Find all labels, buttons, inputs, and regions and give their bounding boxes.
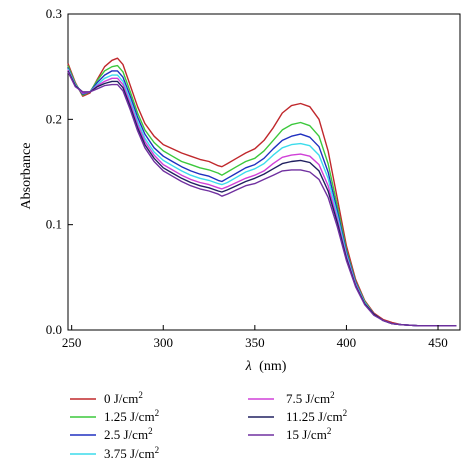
legend-label-sup: 2 [155,408,160,418]
x-tick-label: 400 [337,335,357,350]
legend-label: 2.5 J/cm2 [104,426,153,442]
legend-item-3: 2.5 J/cm2 [70,426,153,442]
x-axis-title-unit: (nm) [259,359,287,374]
series-line-7 [67,71,457,327]
y-axis: 0.0 0.1 0.2 0.3 [46,6,73,337]
legend-item-2: 1.25 J/cm2 [70,408,159,424]
legend-label-sup: 2 [343,408,348,418]
x-tick-label: 450 [428,335,448,350]
legend-label: 7.5 J/cm2 [286,390,335,406]
legend-item-5: 7.5 J/cm2 [248,390,335,406]
legend-label-value: 7.5 J/cm [286,391,330,406]
legend-label-sup: 2 [155,445,160,455]
legend-label: 15 J/cm2 [286,426,331,442]
series-line-4 [67,68,457,327]
y-tick-label: 0.0 [46,322,62,337]
x-axis-title: λ (nm) [245,359,287,374]
y-tick-label: 0.2 [46,111,62,126]
legend-label: 3.75 J/cm2 [104,445,159,461]
legend-label: 11.25 J/cm2 [286,408,347,424]
legend-label-value: 15 J/cm [286,427,327,442]
legend-label-value: 3.75 J/cm [104,446,155,461]
legend-item-6: 11.25 J/cm2 [248,408,347,424]
series-line-6 [67,70,457,327]
legend-item-7: 15 J/cm2 [248,426,331,442]
series-line-3 [67,67,457,327]
legend-label-sup: 2 [327,426,332,436]
legend-item-1: 0 J/cm2 [70,390,143,406]
x-axis: 250 300 350 400 450 [62,325,448,350]
x-axis-title-symbol: λ [245,359,252,374]
x-tick-label: 300 [154,335,174,350]
y-tick-label: 0.1 [46,217,62,232]
legend-label: 0 J/cm2 [104,390,143,406]
legend-item-4: 3.75 J/cm2 [70,445,159,461]
y-tick-label: 0.3 [46,6,62,21]
x-tick-label: 350 [245,335,265,350]
legend-label-value: 1.25 J/cm [104,409,155,424]
legend-label: 1.25 J/cm2 [104,408,159,424]
legend-label-value: 2.5 J/cm [104,427,148,442]
legend-label-sup: 2 [330,390,335,400]
legend-label-sup: 2 [148,426,153,436]
legend-label-value: 0 J/cm [104,391,138,406]
plot-frame [67,13,461,331]
series-line-2 [67,64,457,327]
plot-area [67,13,461,331]
series-line-5 [67,69,457,327]
y-axis-title: Absorbance [19,143,34,210]
legend-label-value: 11.25 J/cm [286,409,343,424]
x-tick-label: 250 [62,335,82,350]
legend-label-sup: 2 [138,390,143,400]
